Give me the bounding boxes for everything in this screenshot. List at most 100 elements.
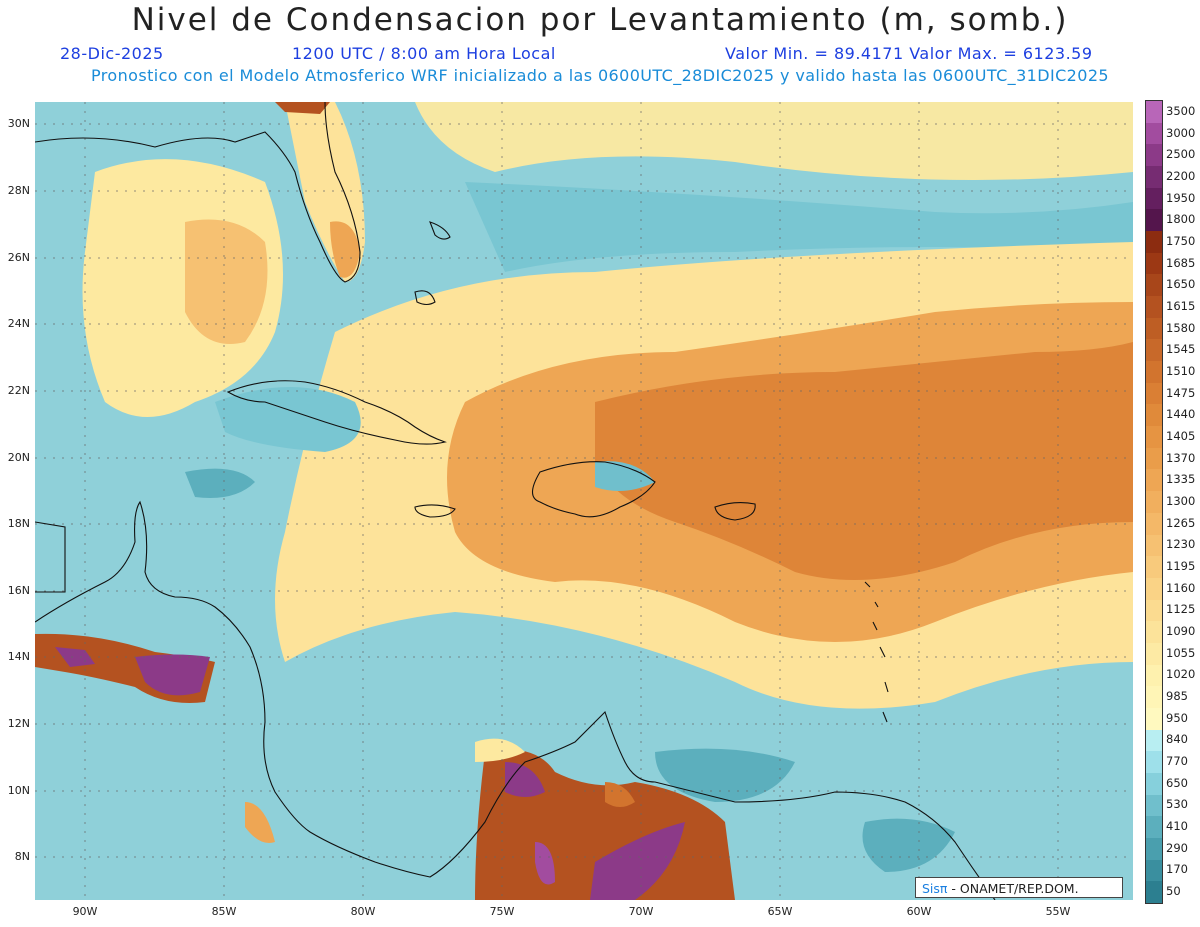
colorbar-label: 1125 [1166, 602, 1196, 617]
colorbar [1145, 100, 1163, 904]
lon-label: 60W [906, 905, 932, 918]
field-colombia-purple-1 [505, 762, 545, 797]
colorbar-label: 3000 [1166, 125, 1196, 140]
field-teal-blob-3 [862, 818, 955, 872]
colorbar-label: 1265 [1166, 515, 1196, 530]
coast-bahamas-1 [429, 221, 451, 240]
map-title: Nivel de Condensacion por Levantamiento … [131, 2, 1069, 38]
field-cuba-teal [215, 387, 361, 452]
colorbar-swatch [1146, 382, 1162, 405]
colorbar-swatch [1146, 447, 1162, 470]
lat-label: 12N [7, 717, 30, 730]
coast-hispaniola [531, 461, 656, 518]
field-costarica-orange [245, 802, 275, 843]
colorbar-swatch [1146, 534, 1162, 557]
lon-label: 75W [489, 905, 515, 918]
colorbar-label: 1800 [1166, 212, 1196, 227]
colorbar-label: 170 [1166, 862, 1188, 877]
graticule [35, 102, 1133, 900]
colorbar-swatch [1146, 361, 1162, 384]
lon-label: 70W [628, 905, 654, 918]
colorbar-label: 410 [1166, 819, 1188, 834]
colorbar-label: 3500 [1166, 103, 1196, 118]
colorbar-swatch [1146, 187, 1162, 210]
colorbar-label: 1160 [1166, 580, 1196, 595]
field-hispaniola-teal [595, 461, 655, 491]
colorbar-swatch [1146, 317, 1162, 340]
colorbar-label: 1370 [1166, 450, 1196, 465]
colorbar-label: 770 [1166, 754, 1188, 769]
colorbar-label: 650 [1166, 775, 1188, 790]
colorbar-label: 50 [1166, 884, 1181, 899]
field-honduras-purple [135, 654, 210, 696]
colorbar-label: 1545 [1166, 342, 1196, 357]
lon-label: 90W [72, 905, 98, 918]
lat-label: 20N [7, 451, 30, 464]
field-south-yellow [475, 738, 525, 762]
colorbar-swatch [1146, 296, 1162, 319]
field-teal-blob-2 [655, 748, 795, 802]
colorbar-label: 1650 [1166, 277, 1196, 292]
colorbar-swatch [1146, 642, 1162, 666]
colorbar-swatch [1146, 794, 1162, 817]
colorbar-label: 1335 [1166, 472, 1196, 487]
colorbar-label: 530 [1166, 797, 1188, 812]
colorbar-swatch [1146, 859, 1162, 882]
field-dry-deep-orange [595, 342, 1133, 580]
lat-label: 14N [7, 650, 30, 663]
lat-label: 30N [7, 117, 30, 130]
date-label: 28-Dic-2025 [60, 44, 164, 63]
credit-text: - ONAMET/REP.DOM. [947, 881, 1079, 896]
field-teal-blob-1 [185, 468, 255, 498]
lat-label: 26N [7, 251, 30, 264]
colorbar-swatch [1146, 664, 1162, 687]
colorbar-label: 1685 [1166, 255, 1196, 270]
colorbar-swatch [1146, 837, 1162, 861]
colorbar-label: 1020 [1166, 667, 1196, 682]
colorbar-label: 1405 [1166, 428, 1196, 443]
colorbar-swatch [1146, 274, 1162, 297]
coast-puerto-rico [714, 501, 756, 521]
colorbar-label: 1230 [1166, 537, 1196, 552]
coast-cuba [226, 380, 447, 445]
colorbar-label: 1195 [1166, 559, 1196, 574]
lon-label: 65W [767, 905, 793, 918]
colorbar-label: 2200 [1166, 168, 1196, 183]
lat-label: 16N [7, 584, 30, 597]
colorbar-label: 1615 [1166, 298, 1196, 313]
colorbar-label: 1750 [1166, 233, 1196, 248]
coastlines [35, 102, 996, 900]
coast-gulf-florida [35, 102, 361, 283]
colorbar-label: 1440 [1166, 407, 1196, 422]
colorbar-swatch [1146, 404, 1162, 427]
coast-bahamas-2 [414, 290, 436, 306]
lat-label: 22N [7, 384, 30, 397]
border-guatemala [35, 521, 66, 593]
colorbar-swatch [1146, 339, 1162, 362]
colorbar-swatch [1146, 101, 1162, 124]
colorbar-swatch [1146, 426, 1162, 449]
colorbar-swatch [1146, 122, 1162, 145]
value-range-label: Valor Min. = 89.4171 Valor Max. = 6123.5… [725, 44, 1093, 63]
coast-lesser-antilles [864, 581, 889, 723]
sispi-logo: Sisπ [922, 881, 948, 896]
colorbar-swatch [1146, 686, 1162, 709]
colorbar-swatch [1146, 469, 1162, 492]
colorbar-swatch [1146, 209, 1162, 232]
field-florida-orange [330, 221, 360, 278]
time-label: 1200 UTC / 8:00 am Hora Local [292, 44, 556, 63]
colorbar-swatch [1146, 556, 1162, 579]
forecast-info: Pronostico con el Modelo Atmosferico WRF… [91, 66, 1109, 85]
coast-jamaica [414, 504, 456, 518]
credit-box: Sisπ - ONAMET/REP.DOM. [915, 877, 1123, 898]
lat-label: 8N [14, 850, 30, 863]
field-colombia-purple-2 [535, 842, 555, 885]
forecast-map[interactable] [35, 102, 1133, 900]
field-gulf-orange [185, 219, 268, 344]
colorbar-label: 1950 [1166, 190, 1196, 205]
colorbar-swatch [1146, 166, 1162, 189]
field-venezuela-orange [605, 782, 635, 807]
colorbar-swatch [1146, 252, 1162, 275]
lat-label: 18N [7, 517, 30, 530]
colorbar-label: 290 [1166, 840, 1188, 855]
